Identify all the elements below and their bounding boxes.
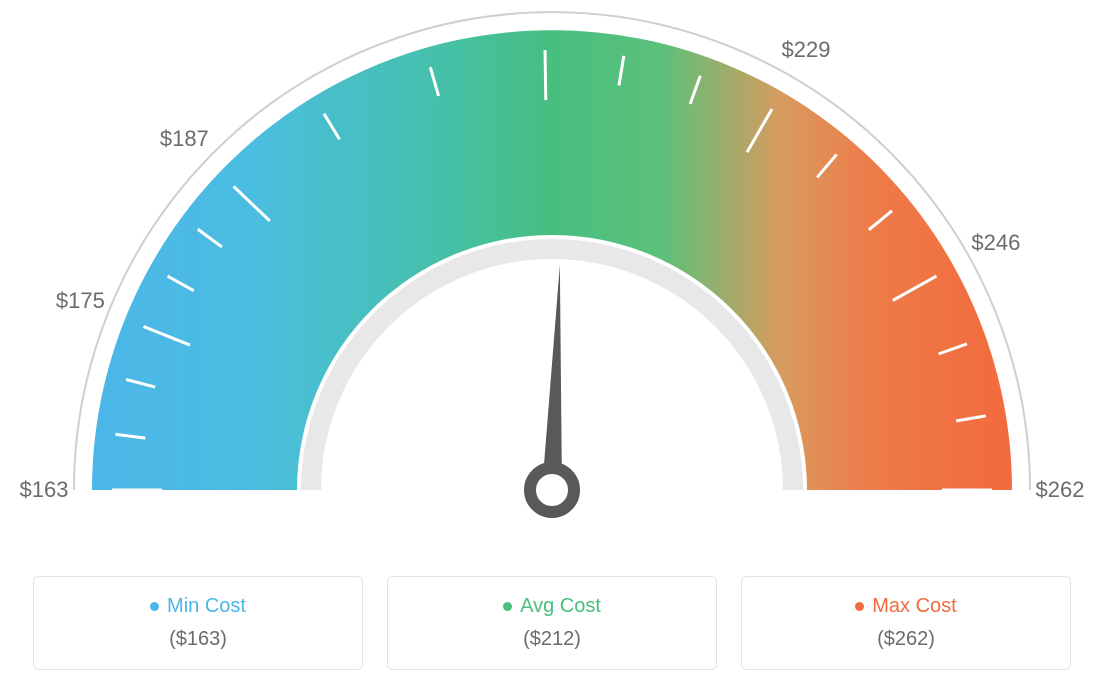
gauge-tick-label: $187 — [160, 126, 209, 152]
legend-row: Min Cost ($163) Avg Cost ($212) Max Cost… — [0, 576, 1104, 670]
legend-label-max: Max Cost — [872, 595, 956, 618]
legend-card-max: Max Cost ($262) — [741, 576, 1071, 670]
legend-dot-min — [150, 602, 159, 611]
legend-dot-max — [855, 602, 864, 611]
legend-card-avg: Avg Cost ($212) — [387, 576, 717, 670]
legend-dot-avg — [503, 602, 512, 611]
gauge-tick-label: $262 — [1036, 477, 1085, 503]
legend-label-avg: Avg Cost — [520, 595, 601, 618]
gauge-tick-label: $246 — [971, 230, 1020, 256]
gauge-tick-label: $175 — [56, 288, 105, 314]
legend-value-max: ($262) — [758, 628, 1054, 651]
legend-value-min: ($163) — [50, 628, 346, 651]
gauge-tick-label: $163 — [20, 477, 69, 503]
legend-label-min: Min Cost — [167, 595, 246, 618]
legend-value-avg: ($212) — [404, 628, 700, 651]
legend-card-min: Min Cost ($163) — [33, 576, 363, 670]
gauge-chart: $163$175$187$212$229$246$262 — [0, 0, 1104, 560]
gauge-svg — [0, 0, 1104, 560]
gauge-tick-label: $229 — [782, 37, 831, 63]
